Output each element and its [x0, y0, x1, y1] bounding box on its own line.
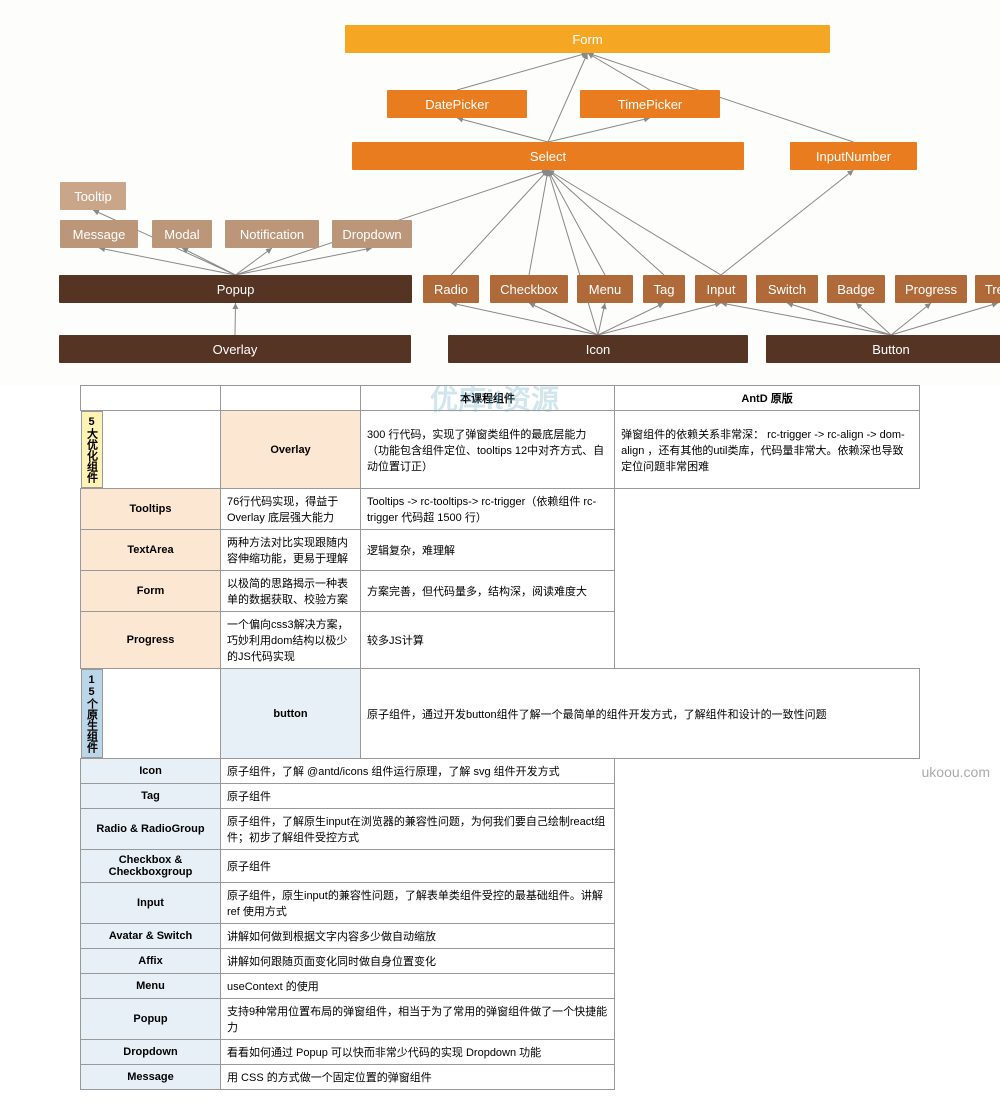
cell-antd: 方案完善，但代码量多，结构深，阅读难度大	[361, 571, 615, 612]
row-name: Form	[81, 571, 221, 612]
row-name: Progress	[81, 612, 221, 669]
node-message: Message	[60, 220, 138, 248]
cell-antd: Tooltips -> rc-tooltips-> rc-trigger（依赖组…	[361, 489, 615, 530]
cell-course: 看看如何通过 Popup 可以快而非常少代码的实现 Dropdown 功能	[221, 1040, 615, 1065]
row-name: Dropdown	[81, 1040, 221, 1065]
node-tooltip: Tooltip	[60, 182, 126, 210]
row-name: Checkbox & Checkboxgroup	[81, 850, 221, 883]
node-icon: Icon	[448, 335, 748, 363]
node-badge: Badge	[827, 275, 885, 303]
cell-course: 以极简的思路揭示一种表单的数据获取、校验方案	[221, 571, 361, 612]
cell-course: 用 CSS 的方式做一个固定位置的弹窗组件	[221, 1065, 615, 1090]
node-button: Button	[766, 335, 1000, 363]
cell-course: 原子组件，了解原生input在浏览器的兼容性问题，为何我们要自己绘制react组…	[221, 809, 615, 850]
row-name: Input	[81, 883, 221, 924]
row-name: Tooltips	[81, 489, 221, 530]
cell-course: 支持9种常用位置布局的弹窗组件，相当于为了常用的弹窗组件做了一个快捷能力	[221, 999, 615, 1040]
arrows-layer	[0, 0, 1000, 385]
node-dropdown: Dropdown	[332, 220, 412, 248]
node-datepicker: DatePicker	[387, 90, 527, 118]
node-notification: Notification	[225, 220, 319, 248]
section-title: 5大优化组件	[81, 411, 103, 488]
cell-antd: 较多JS计算	[361, 612, 615, 669]
section-title: 15个原生组件	[81, 669, 103, 758]
cell-course: 原子组件，原生input的兼容性问题，了解表单类组件受控的最基础组件。讲解 re…	[221, 883, 615, 924]
node-radio: Radio	[423, 275, 479, 303]
node-form: Form	[345, 25, 830, 53]
row-name: Overlay	[221, 411, 361, 489]
node-input: Input	[695, 275, 747, 303]
watermark: 优库it资源	[430, 378, 559, 418]
node-progress: Progress	[895, 275, 967, 303]
cell-course: 两种方法对比实现跟随内容伸缩功能，更易于理解	[221, 530, 361, 571]
footer-watermark: ukoou.com	[922, 764, 990, 780]
row-name: Menu	[81, 974, 221, 999]
node-switch: Switch	[756, 275, 818, 303]
row-name: Icon	[81, 759, 221, 784]
component-diagram: 优库it资源 FormDatePickerTimePickerSelectInp…	[0, 0, 1000, 385]
node-overlay: Overlay	[59, 335, 411, 363]
row-name: button	[221, 669, 361, 759]
row-name: Popup	[81, 999, 221, 1040]
comparison-table: 本课程组件AntD 原版5大优化组件Overlay300 行代码，实现了弹窗类组…	[80, 385, 920, 1090]
row-name: Tag	[81, 784, 221, 809]
node-checkbox: Checkbox	[490, 275, 568, 303]
node-tag: Tag	[643, 275, 685, 303]
cell-course: 讲解如何做到根据文字内容多少做自动缩放	[221, 924, 615, 949]
row-name: TextArea	[81, 530, 221, 571]
cell-course: 76行代码实现，得益于 Overlay 底层强大能力	[221, 489, 361, 530]
node-modal: Modal	[152, 220, 212, 248]
cell-course: 原子组件	[221, 784, 615, 809]
cell-course: 一个偏向css3解决方案，巧妙利用dom结构以极少的JS代码实现	[221, 612, 361, 669]
cell-course: 原子组件，通过开发button组件了解一个最简单的组件开发方式，了解组件和设计的…	[361, 669, 920, 759]
cell-antd: 逻辑复杂，难理解	[361, 530, 615, 571]
node-timepicker: TimePicker	[580, 90, 720, 118]
node-popup: Popup	[59, 275, 412, 303]
cell-course: 300 行代码，实现了弹窗类组件的最底层能力（功能包含组件定位、tooltips…	[361, 411, 615, 489]
cell-antd: 弹窗组件的依赖关系非常深： rc-trigger -> rc-align -> …	[615, 411, 920, 489]
row-name: Radio & RadioGroup	[81, 809, 221, 850]
comparison-table-wrap: 本课程组件AntD 原版5大优化组件Overlay300 行代码，实现了弹窗类组…	[80, 385, 920, 1090]
node-select: Select	[352, 142, 744, 170]
cell-course: 讲解如何跟随页面变化同时做自身位置变化	[221, 949, 615, 974]
cell-course: 原子组件	[221, 850, 615, 883]
node-inputnumber: InputNumber	[790, 142, 917, 170]
cell-course: useContext 的使用	[221, 974, 615, 999]
node-menu: Menu	[577, 275, 633, 303]
row-name: Affix	[81, 949, 221, 974]
node-tree: Tree	[975, 275, 1000, 303]
cell-course: 原子组件，了解 @antd/icons 组件运行原理，了解 svg 组件开发方式	[221, 759, 615, 784]
col-header: AntD 原版	[615, 386, 920, 411]
row-name: Avatar & Switch	[81, 924, 221, 949]
row-name: Message	[81, 1065, 221, 1090]
